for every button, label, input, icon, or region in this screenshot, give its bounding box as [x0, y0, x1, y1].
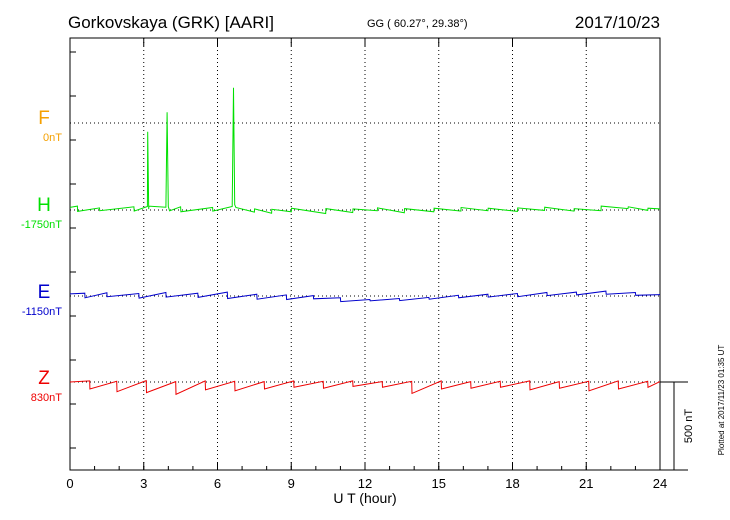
chart-date: 2017/10/23: [575, 13, 660, 32]
x-tick-label: 15: [432, 476, 446, 491]
series-baseline-h: -1750nT: [21, 219, 62, 231]
x-tick-label: 6: [214, 476, 221, 491]
scale-bar-label: 500 nT: [683, 409, 695, 444]
x-tick-label: 0: [66, 476, 73, 491]
series-baseline-z: 830nT: [31, 392, 62, 404]
station-coordinates: GG ( 60.27°, 29.38°): [367, 18, 468, 30]
grid-lines: [70, 38, 660, 470]
x-tick-label: 18: [505, 476, 519, 491]
series-name-h: H: [37, 195, 51, 216]
x-tick-label: 9: [288, 476, 295, 491]
x-tick-label: 3: [140, 476, 147, 491]
series-baseline-f: 0nT: [43, 132, 62, 144]
series-baseline-e: -1150nT: [22, 306, 62, 318]
series-labels: F 0nT H -1750nT E -1150nT Z 830nT: [21, 108, 62, 404]
x-tick-label: 12: [358, 476, 372, 491]
series-name-e: E: [38, 282, 51, 303]
series-line-z: [69, 379, 661, 396]
series-name-f: F: [38, 108, 50, 129]
x-axis-label: U T (hour): [333, 490, 396, 506]
series-lines: [69, 87, 661, 396]
x-axis-ticks: 0 3 6 9 12 15 18 21 24: [66, 38, 667, 491]
x-tick-label: 24: [653, 476, 667, 491]
scale-bar: 500 nT: [660, 381, 695, 471]
x-tick-label: 21: [579, 476, 593, 491]
chart-title: Gorkovskaya (GRK) [AARI]: [68, 13, 274, 32]
plotted-timestamp: Plotted at 2017/11/23 01:35 UT: [717, 345, 726, 456]
series-line-h: [69, 87, 661, 215]
series-line-e: [69, 290, 661, 303]
series-name-z: Z: [38, 368, 50, 389]
